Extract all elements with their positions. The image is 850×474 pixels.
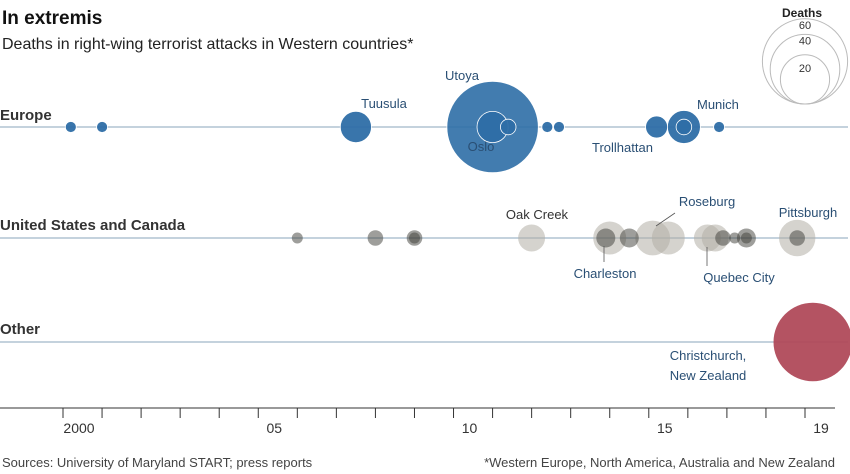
bubble <box>500 118 517 136</box>
rows: Europe United States and Canada Other <box>0 107 848 343</box>
annotation-label: Trollhattan <box>592 140 653 155</box>
bubble <box>596 228 616 248</box>
bubble <box>409 232 420 244</box>
row-label: Other <box>0 321 40 338</box>
annotation-label: Munich <box>697 97 739 112</box>
leader-line <box>655 212 676 227</box>
size-legend-title: Deaths <box>782 6 822 20</box>
annotation-label: Utoya <box>445 68 480 83</box>
bubble <box>740 232 752 244</box>
size-legend-value: 60 <box>799 20 811 32</box>
bubble <box>553 121 565 133</box>
bubble <box>64 121 77 133</box>
bubble <box>713 121 725 133</box>
annotations: Tuusula Utoya Oslo Trollhattan Munich Oak Cre… <box>361 68 837 383</box>
bubble <box>291 232 303 244</box>
annotation-label: New Zealand <box>670 368 747 383</box>
row-label: United States and Canada <box>0 217 186 234</box>
annotation-label: Pittsburgh <box>779 205 838 220</box>
chart-title: In extremis <box>2 8 102 29</box>
x-tick-label: 19 <box>813 420 829 436</box>
source-note: Sources: University of Maryland START; p… <box>2 455 313 470</box>
size-legend-circle <box>779 54 831 105</box>
bubble <box>96 121 108 133</box>
bubbles <box>64 80 850 382</box>
x-tick-label: 10 <box>462 420 478 436</box>
annotation-label: Oslo <box>468 139 495 154</box>
x-tick-label: 05 <box>266 420 282 436</box>
bubble <box>541 121 554 133</box>
bubble <box>729 232 741 244</box>
bubble <box>651 221 685 255</box>
annotation-label: Oak Creek <box>506 207 569 222</box>
bubble <box>675 118 693 136</box>
x-axis: 2000 05 10 15 19 <box>0 407 835 436</box>
bubble <box>773 302 850 382</box>
x-tick-label: 2000 <box>63 420 94 436</box>
bubble <box>789 230 805 246</box>
footnote: *Western Europe, North America, Australi… <box>484 455 835 470</box>
row-label: Europe <box>0 107 52 124</box>
annotation-label: Roseburg <box>679 194 735 209</box>
chart-subtitle: Deaths in right-wing terrorist attacks i… <box>2 36 413 53</box>
bubble <box>367 230 384 246</box>
annotation-label: Quebec City <box>703 270 775 285</box>
x-tick-label: 15 <box>657 420 673 436</box>
bubble <box>339 111 372 144</box>
size-legend: Deaths 60 40 20 <box>761 6 849 105</box>
bubble <box>715 230 731 246</box>
bubble <box>518 224 546 252</box>
size-legend-value: 20 <box>799 63 811 75</box>
bubble <box>619 228 639 248</box>
annotation-label: Tuusula <box>361 96 408 111</box>
annotation-label: Christchurch, <box>670 348 747 363</box>
bubble <box>645 115 668 139</box>
annotation-label: Charleston <box>574 266 637 281</box>
size-legend-value: 40 <box>799 35 811 47</box>
